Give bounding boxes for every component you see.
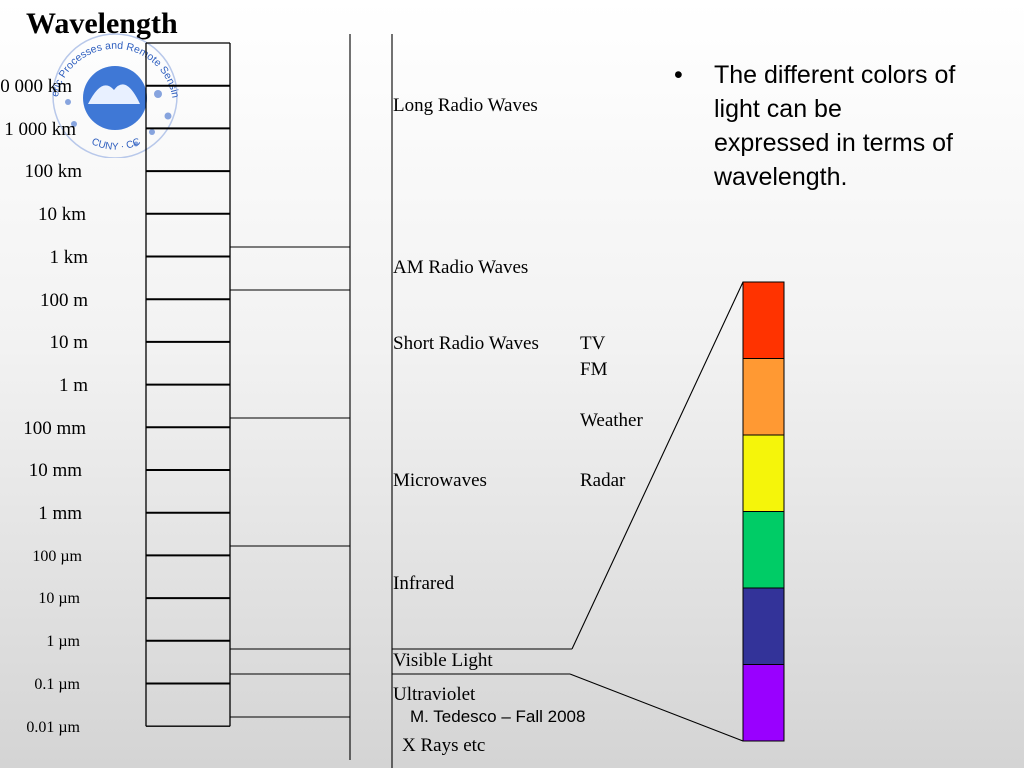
scale-label: 100 µm (32, 547, 82, 565)
scale-label: 0.01 µm (26, 718, 80, 736)
svg-text:CUNY · CC: CUNY · CC (90, 136, 142, 152)
scale-label: 100 km (24, 161, 82, 183)
bullet-text: The different colors of light can be exp… (714, 61, 956, 191)
spectrum-color-band (742, 281, 785, 359)
scale-label: 1 km (49, 246, 88, 268)
logo-text-bottom: CUNY · CC (90, 136, 142, 152)
band-visible-light: Visible Light (393, 650, 493, 671)
spectrum-color-band (742, 434, 785, 512)
band-ultraviolet: Ultraviolet (393, 684, 476, 705)
band-connectors (230, 34, 744, 768)
application-fm: FM (580, 359, 608, 380)
bullet-list: • The different colors of light can be e… (672, 58, 962, 194)
scale-label: 1 000 km (4, 118, 76, 140)
spectrum-color-band (742, 664, 785, 742)
application-radar: Radar (580, 470, 626, 491)
band-short-radio: Short Radio Waves (393, 333, 539, 354)
application-weather: Weather (580, 410, 643, 431)
scale-label: 10 µm (38, 590, 80, 608)
wavelength-ladder (145, 42, 231, 727)
spectrum-color-band (742, 511, 785, 589)
scale-label: 1 µm (46, 633, 80, 651)
scale-label: 1 mm (38, 503, 82, 524)
scale-label: 100 mm (23, 417, 86, 439)
bullet-item: • The different colors of light can be e… (672, 58, 962, 194)
slide-title: Wavelength (26, 7, 178, 40)
spectrum-color-band (742, 358, 785, 436)
visible-spectrum-bar (742, 281, 785, 742)
band-long-radio: Long Radio Waves (393, 95, 538, 116)
band-infrared: Infrared (393, 573, 455, 594)
scale-label: 0.1 µm (34, 675, 80, 693)
scale-label: 100 m (39, 289, 88, 311)
application-tv: TV (580, 333, 606, 354)
scale-label: 1 m (58, 374, 88, 396)
scale-label: 10 mm (28, 460, 82, 482)
band-x-rays: X Rays etc (402, 735, 486, 756)
bullet-dot-icon: • (674, 61, 683, 89)
spectrum-color-band (742, 587, 785, 665)
scale-label: 10 m (49, 332, 88, 354)
band-am-radio: AM Radio Waves (393, 257, 529, 278)
scale-label: 10 000 km (0, 76, 72, 97)
scale-label: 10 km (37, 204, 86, 226)
band-microwaves: Microwaves (393, 470, 487, 491)
slide-footer: M. Tedesco – Fall 2008 (410, 707, 586, 726)
